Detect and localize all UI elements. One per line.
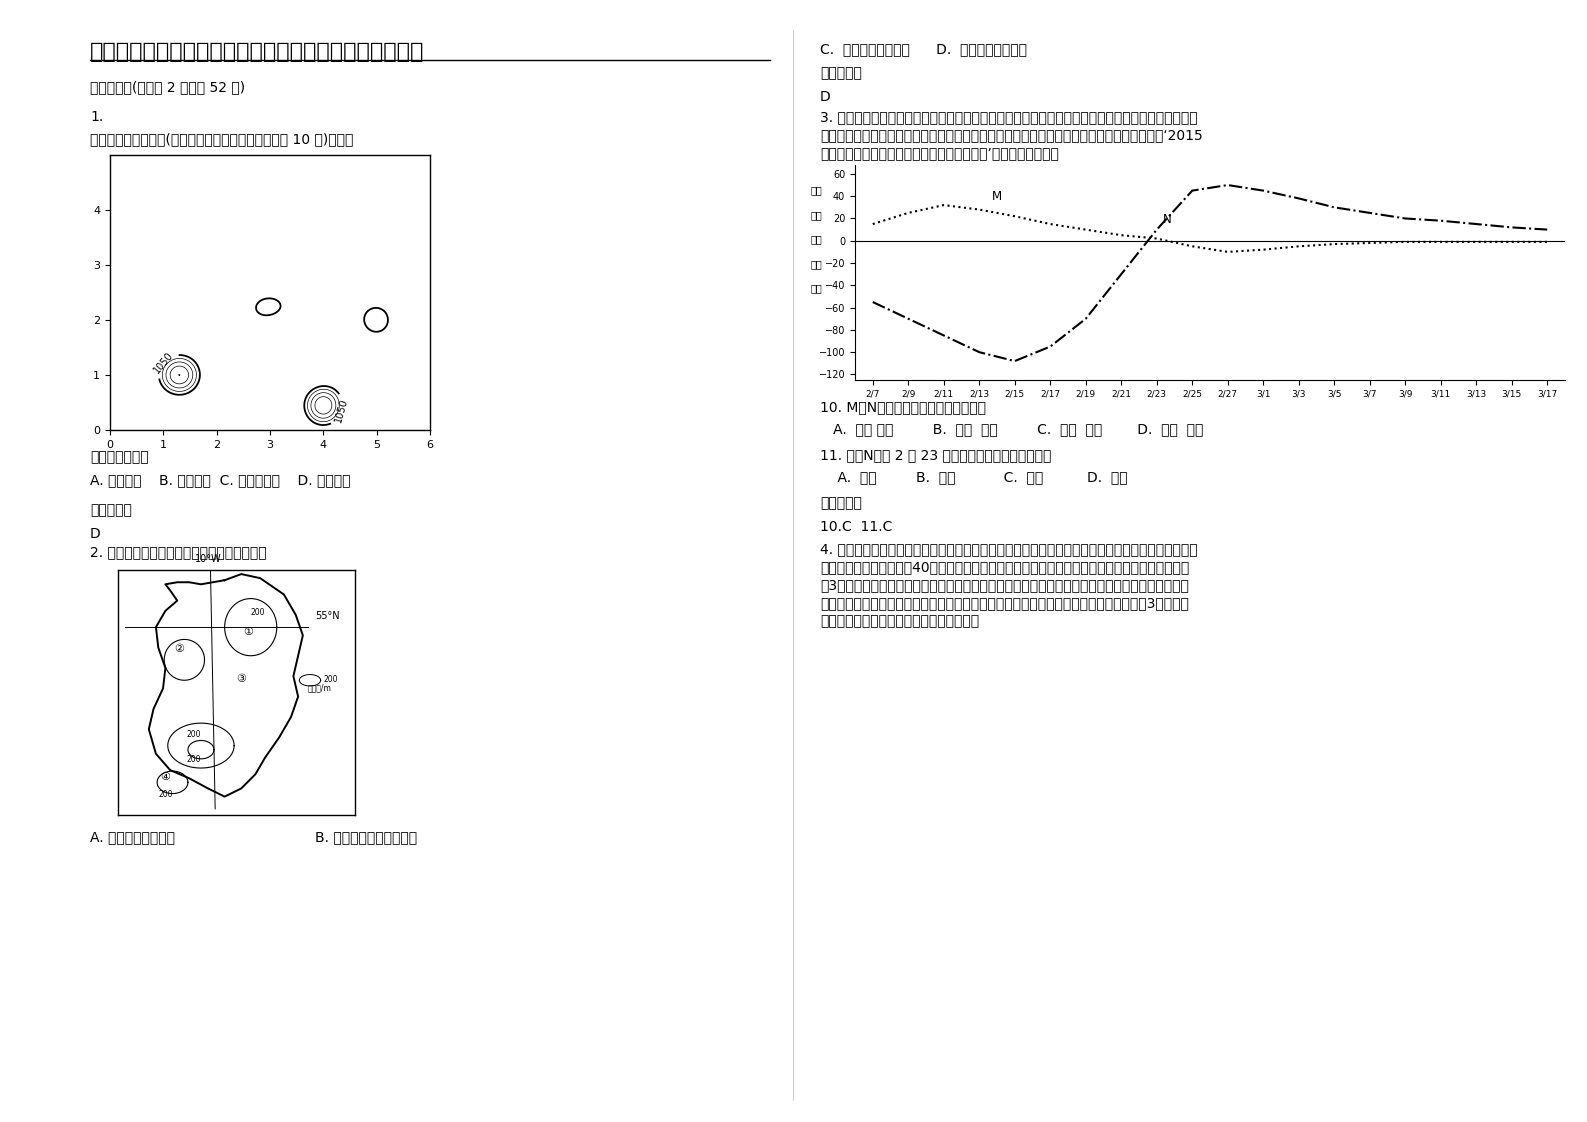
- Text: 读某地等高线地形图(水平距离单位：千米，等高距为 10 米)，完成: 读某地等高线地形图(水平距离单位：千米，等高距为 10 米)，完成: [90, 132, 354, 146]
- Text: 口数: 口数: [809, 234, 822, 245]
- Text: 动人: 动人: [809, 210, 822, 220]
- Text: 1050: 1050: [152, 350, 175, 375]
- Text: A.  经济         B.  宗教           C.  文化          D.  婚姻: A. 经济 B. 宗教 C. 文化 D. 婚姻: [820, 470, 1128, 484]
- Text: 万年后，在海底形成了约40英亩细如案，柔似棉的冰川泥，是加拿大独有的美容护肤原料，每年只: 万年后，在海底形成了约40英亩细如案，柔似棉的冰川泥，是加拿大独有的美容护肤原料…: [820, 560, 1189, 574]
- Text: 55°N: 55°N: [314, 611, 340, 620]
- Text: 10. M、N曲线所表示的省区分别可能是: 10. M、N曲线所表示的省区分别可能是: [820, 401, 986, 414]
- Text: 河南省许昌市禹州文殊高级中学高三地理月考试题含解析: 河南省许昌市禹州文殊高级中学高三地理月考试题含解析: [90, 42, 424, 62]
- Text: 人）: 人）: [809, 284, 822, 294]
- Text: 参考答案：: 参考答案：: [820, 496, 862, 511]
- Text: 得了限量开采权。读下图，完成下面小题。: 得了限量开采权。读下图，完成下面小题。: [820, 614, 979, 628]
- Text: 有3个月开采期，专业人员必须乘坐直升机到达采集地点，截开冰层，潜水作业。将采集的泥土，密: 有3个月开采期，专业人员必须乘坐直升机到达采集地点，截开冰层，潜水作业。将采集的…: [820, 578, 1189, 592]
- Text: B. 地形以高原、平原为主: B. 地形以高原、平原为主: [314, 830, 417, 844]
- Text: 200: 200: [251, 608, 265, 617]
- Text: D: D: [820, 90, 830, 104]
- Text: 10°W: 10°W: [195, 554, 221, 564]
- Text: 200: 200: [187, 755, 202, 764]
- Text: 参考答案：: 参考答案：: [90, 503, 132, 517]
- Text: 2. 右图为某岛等高线地形图，该岛所在的大洲: 2. 右图为某岛等高线地形图，该岛所在的大洲: [90, 545, 267, 559]
- Text: ②: ②: [175, 644, 184, 654]
- Text: M: M: [992, 190, 1001, 203]
- Text: 11. 影哊N省区 2 月 23 日之前人口流动的主要因素是: 11. 影哊N省区 2 月 23 日之前人口流动的主要因素是: [820, 448, 1051, 462]
- Text: 净流: 净流: [809, 185, 822, 195]
- Text: 参考答案：: 参考答案：: [820, 66, 862, 80]
- Text: 一、选择题(每小题 2 分，共 52 分): 一、选择题(每小题 2 分，共 52 分): [90, 80, 244, 94]
- Text: A. 面积仅大于南极洲: A. 面积仅大于南极洲: [90, 830, 175, 844]
- Text: （万: （万: [809, 259, 822, 269]
- Text: 等高线/m: 等高线/m: [308, 683, 332, 692]
- Text: 性、高度集体性的社会行为的形成，与我国转型期的社会结构及独特的文化背景密切相关。读‘2015: 性、高度集体性的社会行为的形成，与我国转型期的社会结构及独特的文化背景密切相关。…: [820, 128, 1203, 142]
- Text: ④: ④: [160, 772, 170, 782]
- Text: 200: 200: [159, 790, 173, 799]
- Text: N: N: [1163, 213, 1171, 227]
- Text: 1050: 1050: [333, 397, 349, 424]
- Text: 年我国某两相邻省区春节前后流动人口统计图’，完成下列问题。: 年我国某两相邻省区春节前后流动人口统计图’，完成下列问题。: [820, 146, 1059, 160]
- Polygon shape: [149, 574, 303, 797]
- Text: ①: ①: [243, 627, 254, 637]
- Text: A.  江苏 安徽         B.  河南  北京         C.  广西  广东        D.  新疆  青海: A. 江苏 安徽 B. 河南 北京 C. 广西 广东 D. 新疆 青海: [820, 422, 1203, 436]
- Text: 图示区域的位于: 图示区域的位于: [90, 450, 149, 465]
- Text: A. 青藏高原    B. 江南丘陵  C. 内蒙古高原    D. 云贵高原: A. 青藏高原 B. 江南丘陵 C. 内蒙古高原 D. 云贵高原: [90, 473, 351, 487]
- Text: 10.C  11.C: 10.C 11.C: [820, 519, 892, 534]
- Text: 200: 200: [187, 730, 202, 739]
- Text: 封在专业器皌里，海运到加拿大南方的工厂透入一个高科技的生化加工过程。目前，只有3家企业获: 封在专业器皌里，海运到加拿大南方的工厂透入一个高科技的生化加工过程。目前，只有3…: [820, 596, 1189, 610]
- Text: D: D: [90, 527, 100, 541]
- Text: C.  海拔仅高于大洋洲      D.  西部内河航运发达: C. 海拔仅高于大洋洲 D. 西部内河航运发达: [820, 42, 1027, 56]
- Text: 1.: 1.: [90, 110, 103, 125]
- Text: ③: ③: [236, 674, 246, 684]
- Text: 200: 200: [324, 674, 338, 683]
- Text: 3. 春运是中国春节前后发生的一种由大规模人口流动导致的高交通运输压力现象，这种具有显著规律: 3. 春运是中国春节前后发生的一种由大规模人口流动导致的高交通运输压力现象，这种…: [820, 110, 1198, 125]
- Text: 4. 冰川融水带着泥土通过贝拉库勒河注入太平洋，在出海口遇到太平洋地热温泉，像永水一样滚，百: 4. 冰川融水带着泥土通过贝拉库勒河注入太平洋，在出海口遇到太平洋地热温泉，像永…: [820, 542, 1198, 557]
